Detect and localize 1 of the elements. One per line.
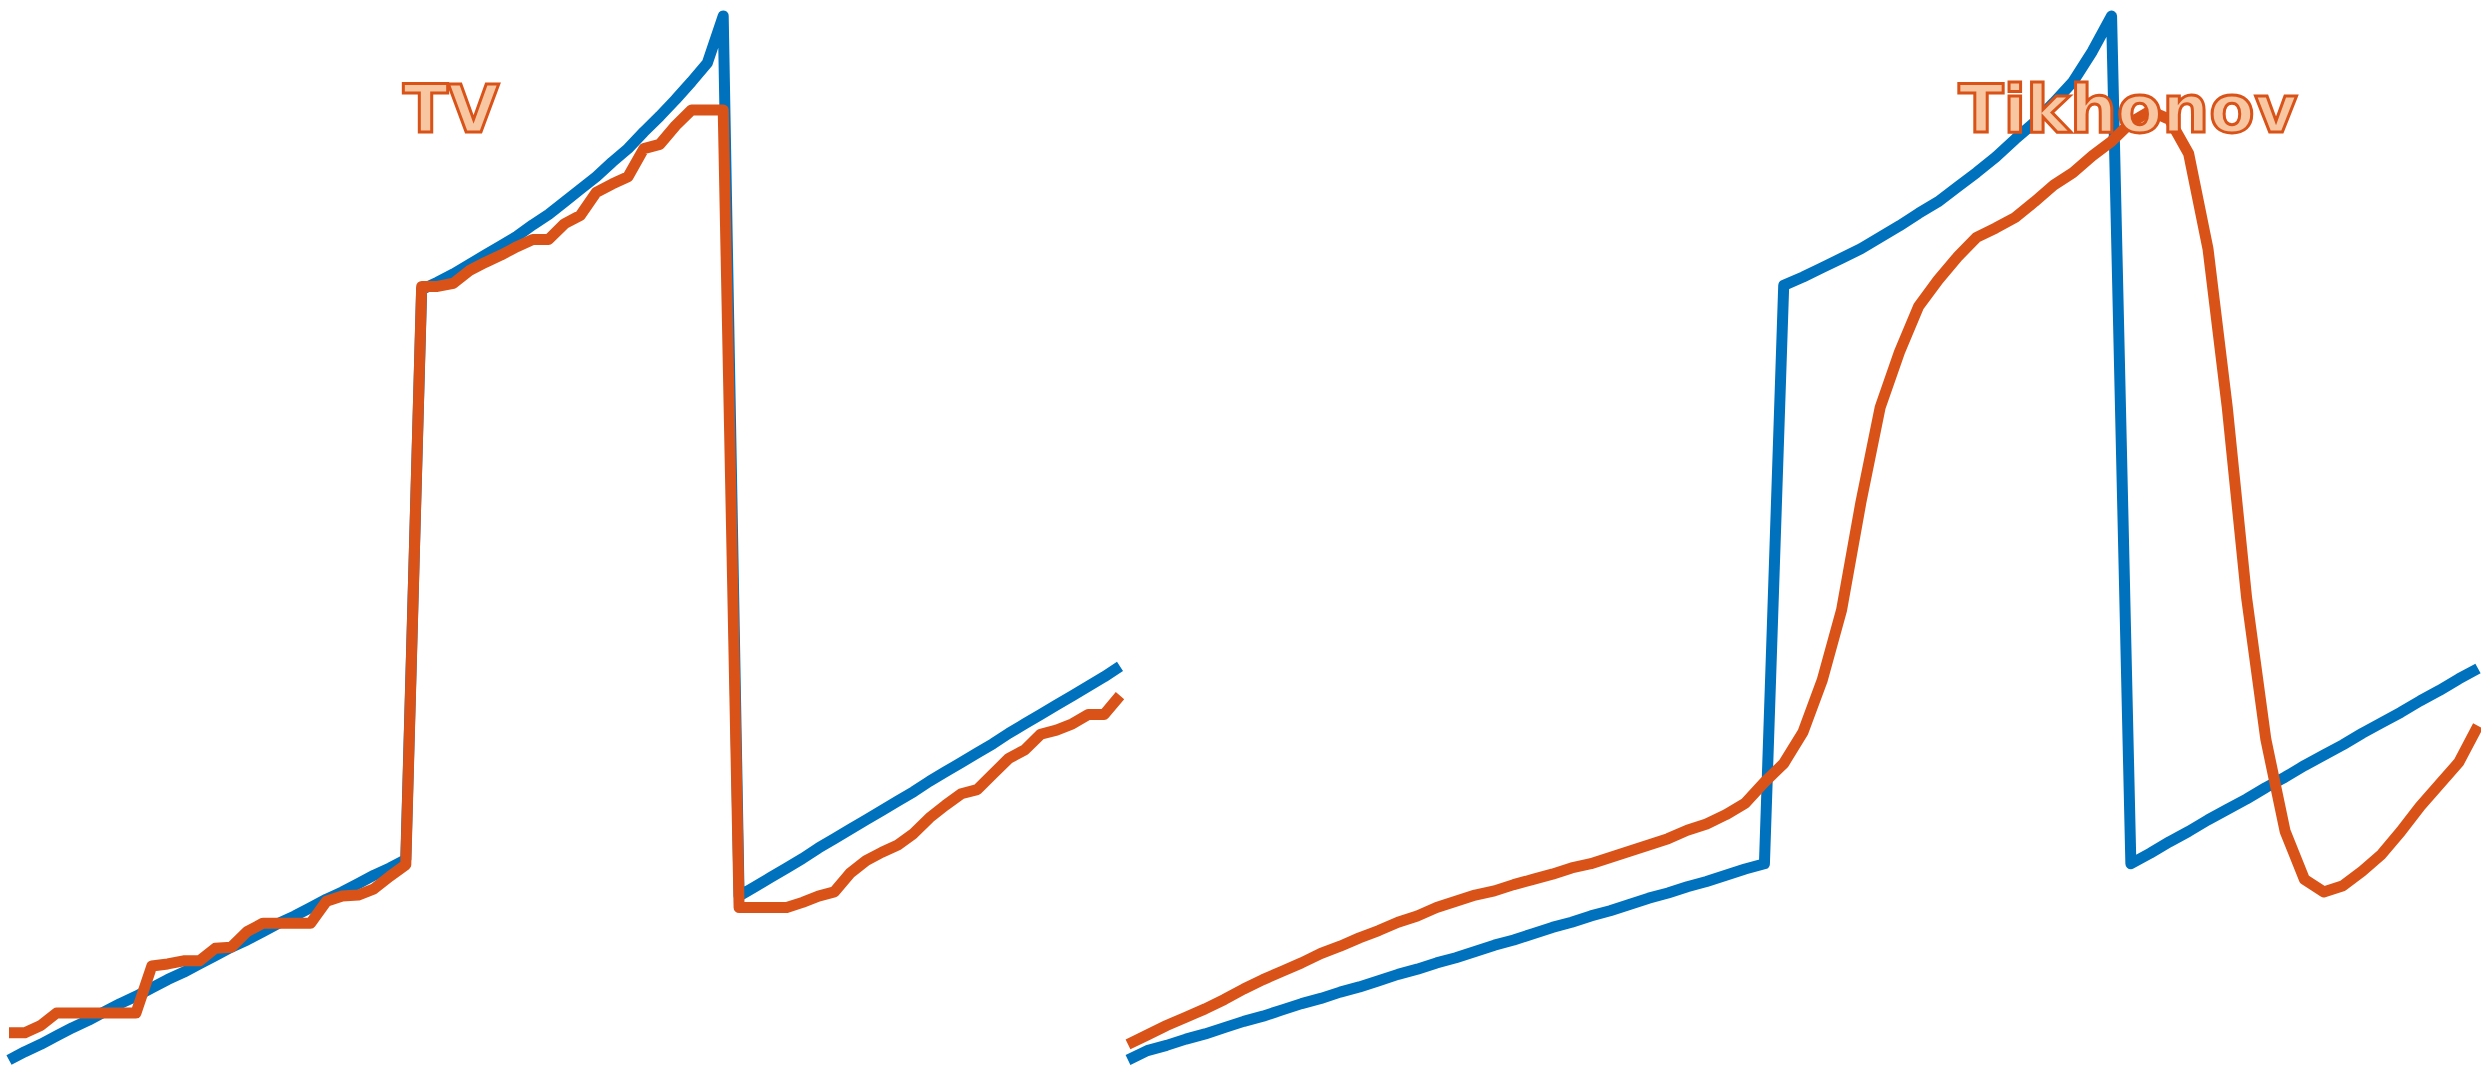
text: TV <box>402 71 500 148</box>
